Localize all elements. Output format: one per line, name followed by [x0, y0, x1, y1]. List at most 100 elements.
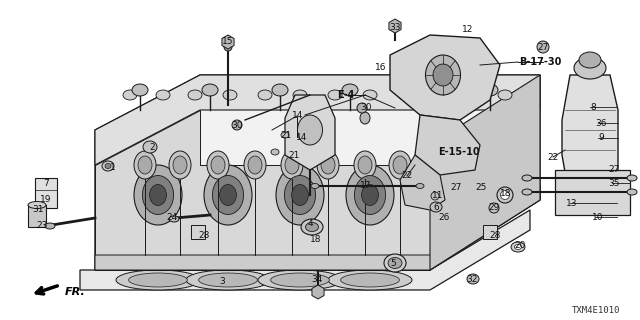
Text: 17: 17 — [360, 181, 372, 190]
Ellipse shape — [134, 165, 182, 225]
Text: 9: 9 — [598, 133, 604, 142]
Text: FR.: FR. — [65, 287, 86, 297]
Ellipse shape — [398, 90, 412, 100]
Text: 31: 31 — [32, 204, 44, 213]
Ellipse shape — [500, 190, 509, 199]
Ellipse shape — [389, 151, 411, 179]
Ellipse shape — [212, 175, 244, 214]
Ellipse shape — [298, 115, 323, 145]
Text: 26: 26 — [438, 213, 450, 222]
Ellipse shape — [574, 57, 606, 79]
Text: 20: 20 — [515, 241, 525, 250]
Ellipse shape — [156, 90, 170, 100]
Text: E-4: E-4 — [337, 90, 355, 100]
Ellipse shape — [116, 270, 200, 290]
Bar — [35, 178, 57, 208]
Text: 19: 19 — [40, 196, 52, 204]
Ellipse shape — [498, 90, 512, 100]
Ellipse shape — [301, 219, 323, 235]
Text: 33: 33 — [389, 23, 401, 33]
Ellipse shape — [129, 273, 188, 287]
Ellipse shape — [220, 185, 236, 205]
Ellipse shape — [342, 84, 358, 96]
Text: 27: 27 — [608, 165, 620, 174]
Text: 18: 18 — [500, 188, 512, 197]
Ellipse shape — [328, 90, 342, 100]
Ellipse shape — [426, 55, 461, 95]
Text: 25: 25 — [476, 182, 486, 191]
Text: E-15-10: E-15-10 — [438, 147, 480, 157]
Ellipse shape — [355, 175, 385, 214]
Ellipse shape — [358, 156, 372, 174]
Ellipse shape — [244, 151, 266, 179]
Ellipse shape — [522, 175, 532, 181]
Ellipse shape — [384, 254, 406, 272]
Polygon shape — [390, 35, 500, 120]
Ellipse shape — [204, 165, 252, 225]
Ellipse shape — [138, 156, 152, 174]
Ellipse shape — [482, 84, 498, 96]
Ellipse shape — [522, 189, 532, 195]
Ellipse shape — [202, 84, 218, 96]
Ellipse shape — [433, 64, 453, 86]
Ellipse shape — [388, 258, 402, 268]
Ellipse shape — [489, 203, 499, 213]
Text: 21: 21 — [280, 131, 292, 140]
Text: 3: 3 — [219, 277, 225, 286]
Ellipse shape — [134, 151, 156, 179]
Polygon shape — [430, 75, 540, 270]
Text: 34: 34 — [311, 276, 323, 284]
Ellipse shape — [627, 189, 637, 195]
Text: B-17-30: B-17-30 — [519, 57, 561, 67]
Text: 32: 32 — [467, 275, 477, 284]
Ellipse shape — [224, 43, 232, 51]
Ellipse shape — [271, 273, 330, 287]
Text: 18: 18 — [310, 236, 322, 244]
Ellipse shape — [188, 90, 202, 100]
Ellipse shape — [321, 156, 335, 174]
Ellipse shape — [132, 84, 148, 96]
Ellipse shape — [45, 223, 55, 229]
Text: 15: 15 — [222, 37, 234, 46]
Ellipse shape — [412, 84, 428, 96]
Ellipse shape — [354, 151, 376, 179]
Polygon shape — [285, 95, 335, 170]
Text: 7: 7 — [43, 179, 49, 188]
Ellipse shape — [346, 165, 394, 225]
Text: 4: 4 — [307, 220, 313, 228]
Text: 10: 10 — [592, 212, 604, 221]
Polygon shape — [80, 210, 530, 290]
Ellipse shape — [211, 156, 225, 174]
Text: 5: 5 — [390, 259, 396, 268]
Text: 35: 35 — [608, 179, 620, 188]
Text: 22: 22 — [401, 172, 413, 180]
Ellipse shape — [271, 149, 279, 155]
Text: 30: 30 — [231, 121, 243, 130]
Ellipse shape — [465, 90, 479, 100]
Text: 1: 1 — [110, 164, 116, 172]
Ellipse shape — [537, 41, 549, 53]
Ellipse shape — [169, 216, 179, 222]
Ellipse shape — [281, 132, 289, 138]
Ellipse shape — [143, 141, 157, 153]
Polygon shape — [95, 75, 540, 270]
Text: 36: 36 — [595, 118, 607, 127]
Ellipse shape — [150, 185, 166, 205]
Text: 30: 30 — [360, 103, 372, 113]
Ellipse shape — [272, 84, 288, 96]
Text: 6: 6 — [433, 203, 439, 212]
Ellipse shape — [431, 90, 445, 100]
Ellipse shape — [223, 90, 237, 100]
Ellipse shape — [393, 156, 407, 174]
Ellipse shape — [305, 222, 319, 231]
Ellipse shape — [281, 151, 303, 179]
Polygon shape — [415, 115, 480, 175]
Ellipse shape — [311, 183, 319, 188]
Ellipse shape — [317, 151, 339, 179]
Text: 28: 28 — [490, 231, 500, 241]
Text: 21: 21 — [288, 150, 300, 159]
Bar — [483, 225, 497, 239]
Text: TXM4E1010: TXM4E1010 — [572, 306, 620, 315]
Text: 28: 28 — [198, 231, 210, 241]
Ellipse shape — [28, 202, 46, 209]
